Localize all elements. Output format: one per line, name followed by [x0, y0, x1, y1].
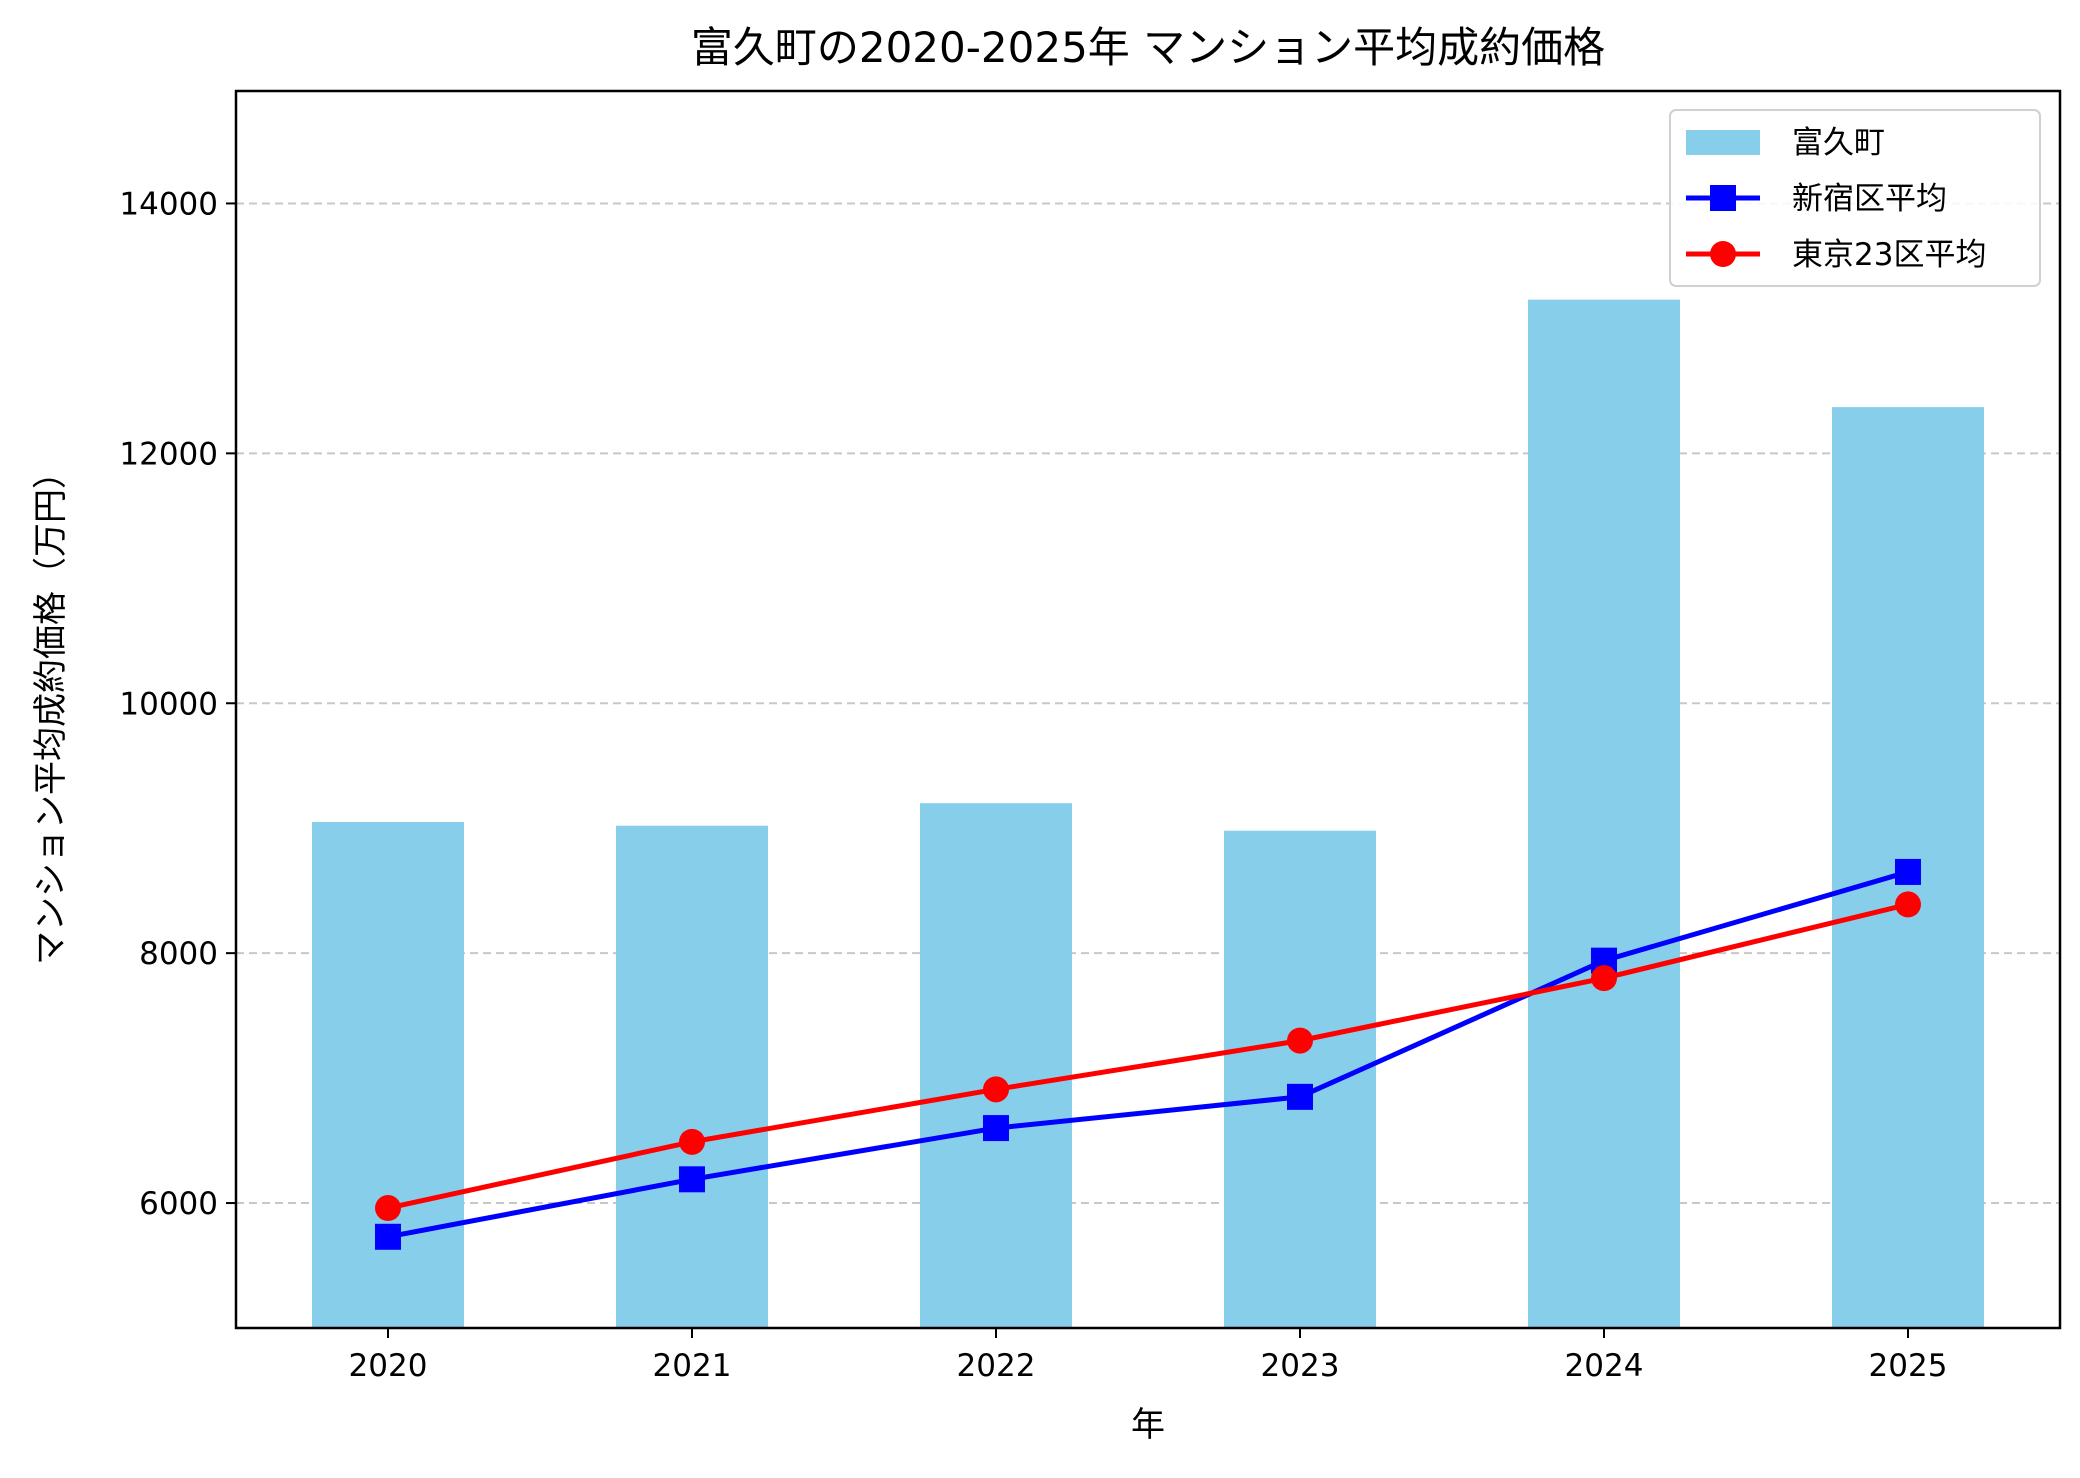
gridlines [236, 202, 2060, 1205]
data-point-square [375, 1223, 401, 1250]
bar [1224, 830, 1376, 1328]
data-point-circle [1591, 965, 1617, 992]
data-point-square [679, 1166, 705, 1193]
x-tick-label: 2022 [957, 1348, 1036, 1384]
x-tick-label: 2023 [1261, 1348, 1340, 1384]
x-tick-label: 2021 [653, 1348, 732, 1384]
data-point-circle [679, 1128, 705, 1155]
legend-label: 新宿区平均 [1792, 181, 1947, 217]
legend-marker-circle [1710, 241, 1736, 267]
legend-label: 富久町 [1792, 125, 1885, 161]
x-tick-label: 2024 [1565, 1348, 1644, 1384]
y-axis: 6000 8000 10000 12000 14000 [119, 186, 236, 1222]
legend-box [1669, 109, 2041, 287]
y-tick-label: 14000 [119, 186, 218, 222]
bar [1528, 299, 1680, 1328]
y-tick-label: 12000 [119, 436, 218, 472]
x-tick-label: 2025 [1869, 1348, 1948, 1384]
y-axis-label: マンション平均成約価格（万円） [31, 455, 71, 965]
series-circle [375, 891, 1921, 1222]
lines [375, 858, 1921, 1250]
data-point-circle [983, 1076, 1009, 1103]
series-line [387, 901, 1909, 1211]
chart-title: 富久町の2020-2025年 マンション平均成約価格 [691, 23, 1605, 72]
x-tick-label: 2020 [349, 1348, 428, 1384]
x-axis-label: 年 [1131, 1405, 1165, 1445]
plot-frame [234, 89, 2062, 1330]
legend-marker-square [1710, 185, 1736, 211]
legend-label: 東京23区平均 [1792, 237, 1986, 273]
bar [312, 821, 464, 1328]
data-point-square [1287, 1083, 1313, 1110]
data-point-circle [1895, 891, 1921, 918]
y-tick-label: 8000 [139, 936, 218, 972]
data-point-square [1895, 858, 1921, 885]
bar [616, 825, 768, 1328]
bar [920, 803, 1072, 1328]
data-point-circle [1287, 1027, 1313, 1054]
data-point-square [983, 1115, 1009, 1142]
y-tick-label: 10000 [119, 686, 218, 722]
legend-swatch [1686, 130, 1760, 155]
series-line [387, 869, 1909, 1240]
data-point-circle [375, 1195, 401, 1222]
series-square [375, 858, 1921, 1250]
x-axis: 2020 2021 2022 2023 2024 2025 [349, 1328, 1948, 1384]
y-tick-label: 6000 [139, 1186, 218, 1222]
